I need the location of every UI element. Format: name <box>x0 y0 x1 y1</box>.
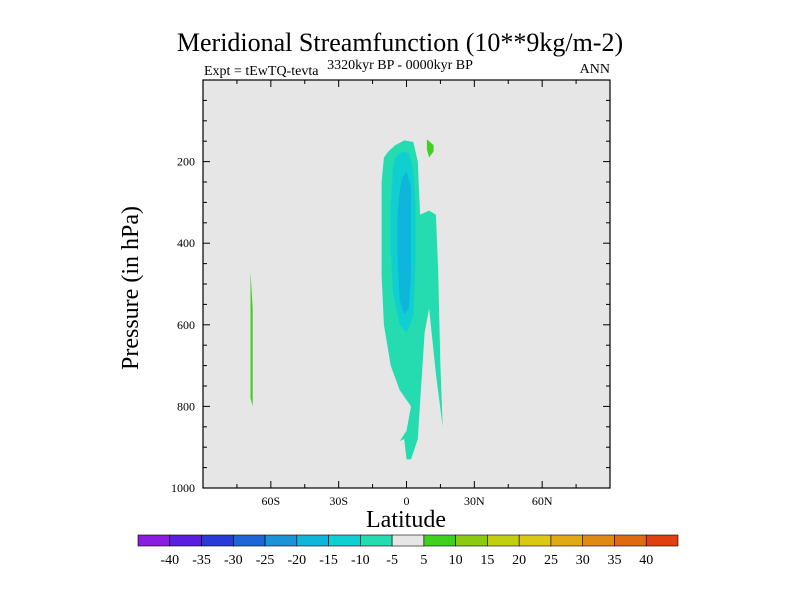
experiment-label: Expt = tEwTQ-tevta <box>204 64 319 79</box>
colorbar-label: -15 <box>319 553 338 568</box>
colorbar-swatch <box>455 534 488 547</box>
x-tick-label: 0 <box>404 494 410 508</box>
colorbar-label: 25 <box>544 553 558 568</box>
colorbar-swatch <box>169 534 202 547</box>
y-tick-label: 200 <box>177 155 195 169</box>
colorbar-swatch <box>232 534 266 547</box>
contour-region-2 <box>397 171 411 315</box>
chart-title: Meridional Streamfunction (10**9kg/m-2) <box>176 28 624 57</box>
x-tick-label: 30N <box>464 494 485 508</box>
y-tick-label: 1000 <box>171 481 195 495</box>
x-tick-label: 60S <box>261 494 280 508</box>
colorbar-label: -30 <box>224 553 243 568</box>
y-tick-label: 400 <box>177 236 195 250</box>
x-tick-label: 30S <box>329 494 348 508</box>
colorbar-label: -10 <box>351 553 370 568</box>
contour-region-3 <box>426 139 434 158</box>
colorbar-swatch <box>582 534 615 547</box>
colorbar-label: -5 <box>386 553 398 568</box>
colorbar-label: 15 <box>480 553 494 568</box>
colorbar-label: 20 <box>512 553 526 568</box>
colorbar-swatch <box>360 534 393 547</box>
colorbar-swatch <box>328 534 361 547</box>
x-tick-label: 60N <box>532 494 553 508</box>
colorbar-swatch <box>550 534 584 547</box>
colorbar-label: 40 <box>639 553 653 568</box>
colorbar-label: 35 <box>607 553 621 568</box>
y-tick-label: 800 <box>177 399 195 413</box>
colorbar-label: -35 <box>192 553 211 568</box>
x-axis-title: Latitude <box>366 507 446 533</box>
colorbar-label: -20 <box>287 553 306 568</box>
colorbar-swatch <box>201 534 234 547</box>
colorbar-swatch <box>487 534 520 547</box>
colorbar-swatch <box>518 534 552 547</box>
time-range-label: 3320kyr BP - 0000kyr BP <box>327 58 473 73</box>
colorbar-label: 5 <box>420 553 427 568</box>
colorbar-swatch <box>296 534 329 547</box>
colorbar-swatch <box>137 534 171 547</box>
colorbar-swatch <box>423 534 456 547</box>
season-label: ANN <box>579 62 610 77</box>
y-axis-title: Pressure (in hPa) <box>118 206 144 370</box>
colorbar-swatch <box>614 534 647 547</box>
colorbar-swatch <box>645 534 679 547</box>
colorbar-label: 30 <box>576 553 590 568</box>
colorbar-label: -25 <box>256 553 275 568</box>
contour-region-4 <box>250 271 253 407</box>
colorbar-swatch <box>391 534 425 547</box>
y-tick-label: 600 <box>177 318 195 332</box>
colorbar-swatch <box>264 534 298 547</box>
colorbar-label: -40 <box>160 553 179 568</box>
colorbar-label: 10 <box>449 553 463 568</box>
